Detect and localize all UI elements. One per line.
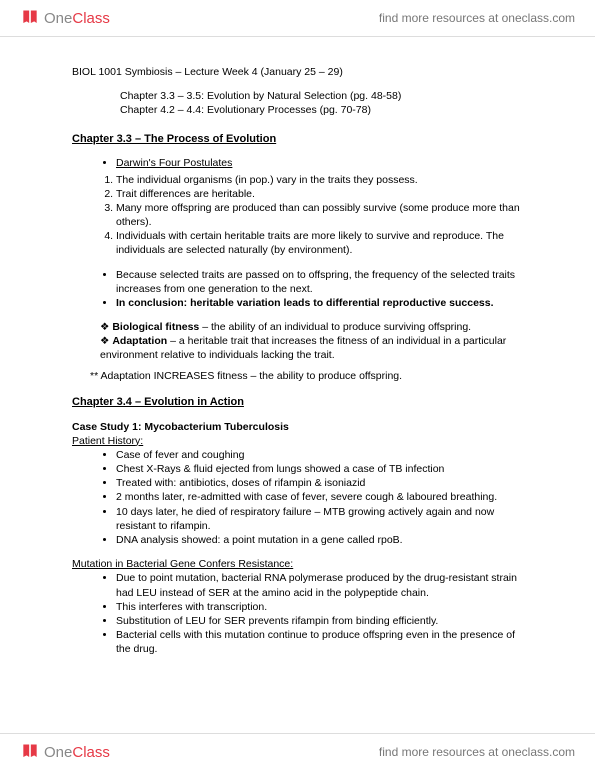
brand-logo: OneClass <box>20 8 110 28</box>
page-footer: OneClass find more resources at oneclass… <box>0 733 595 770</box>
ph-item: 2 months later, re-admitted with case of… <box>116 490 523 504</box>
darwin-subhead: Darwin's Four Postulates <box>116 157 232 169</box>
ph-item: DNA analysis showed: a point mutation in… <box>116 533 523 547</box>
conclusion-1: Because selected traits are passed on to… <box>116 268 523 296</box>
conclusion-bold: In conclusion: heritable variation leads… <box>116 297 494 309</box>
case-name: Mycobacterium Tuberculosis <box>144 421 289 433</box>
mutation-head: Mutation in Bacterial Gene Confers Resis… <box>72 557 523 571</box>
brand-one: One <box>44 744 72 761</box>
bio-fitness-label: Biological fitness <box>112 321 199 333</box>
mut-item: Bacterial cells with this mutation conti… <box>116 628 523 656</box>
chapter-ref-1: Chapter 3.3 – 3.5: Evolution by Natural … <box>120 89 523 103</box>
postulate-1: The individual organisms (in pop.) vary … <box>116 173 523 187</box>
adaptation-label: Adaptation <box>112 335 167 347</box>
footer-tagline: find more resources at oneclass.com <box>379 745 575 759</box>
ph-item: Case of fever and coughing <box>116 448 523 462</box>
mutation-list: Due to point mutation, bacterial RNA pol… <box>72 571 523 656</box>
postulates-list: The individual organisms (in pop.) vary … <box>72 173 523 258</box>
case-label: Case Study 1: <box>72 421 144 433</box>
section-34-heading: Chapter 3.4 – Evolution in Action <box>72 395 523 410</box>
mut-item: Due to point mutation, bacterial RNA pol… <box>116 571 523 599</box>
ph-item: Treated with: antibiotics, doses of rifa… <box>116 476 523 490</box>
page-header: OneClass find more resources at oneclass… <box>0 0 595 37</box>
book-icon <box>20 8 40 28</box>
header-tagline: find more resources at oneclass.com <box>379 11 575 25</box>
mut-item: This interferes with transcription. <box>116 600 523 614</box>
brand-class: Class <box>72 10 110 27</box>
lecture-title: BIOL 1001 Symbiosis – Lecture Week 4 (Ja… <box>72 65 523 79</box>
brand-class: Class <box>72 744 110 761</box>
book-icon <box>20 742 40 762</box>
patient-history-head: Patient History: <box>72 434 523 448</box>
adaptation-note: ** Adaptation INCREASES fitness – the ab… <box>72 369 523 383</box>
postulate-2: Trait differences are heritable. <box>116 187 523 201</box>
postulate-4: Individuals with certain heritable trait… <box>116 229 523 257</box>
postulate-3: Many more offspring are produced than ca… <box>116 201 523 229</box>
conclusion-list: Because selected traits are passed on to… <box>72 268 523 311</box>
mut-item: Substitution of LEU for SER prevents rif… <box>116 614 523 628</box>
patient-history-list: Case of fever and coughing Chest X-Rays … <box>72 448 523 547</box>
section-33-heading: Chapter 3.3 – The Process of Evolution <box>72 132 523 147</box>
definitions-list: Biological fitness – the ability of an i… <box>72 320 523 363</box>
document-body: BIOL 1001 Symbiosis – Lecture Week 4 (Ja… <box>0 37 595 708</box>
brand-one: One <box>44 10 72 27</box>
chapter-ref-2: Chapter 4.2 – 4.4: Evolutionary Processe… <box>120 103 523 117</box>
ph-item: Chest X-Rays & fluid ejected from lungs … <box>116 462 523 476</box>
brand-logo-footer: OneClass <box>20 742 110 762</box>
bio-fitness-text: – the ability of an individual to produc… <box>199 321 471 333</box>
ph-item: 10 days later, he died of respiratory fa… <box>116 505 523 533</box>
